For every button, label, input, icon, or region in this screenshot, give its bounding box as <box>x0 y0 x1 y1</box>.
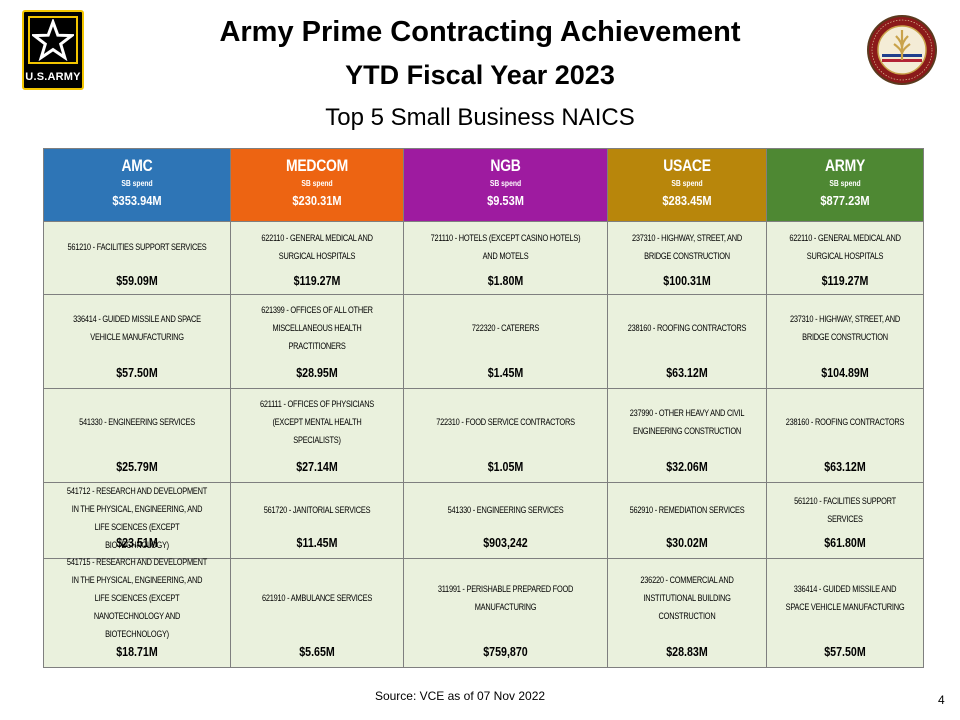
table-row: 336414 - GUIDED MISSILE AND SPACE VEHICL… <box>43 294 924 389</box>
table-cell: 238160 - ROOFING CONTRACTORS $63.12M <box>607 294 767 389</box>
column-header-ngb: NGB SB spend $9.53M <box>403 148 608 222</box>
column-header-usace: USACE SB spend $283.45M <box>607 148 767 222</box>
page-number: 4 <box>938 693 945 707</box>
table-cell: 236220 - COMMERCIAL AND INSTITUTIONAL BU… <box>607 558 767 668</box>
column-header-army: ARMY SB spend $877.23M <box>766 148 924 222</box>
column-header-medcom: MEDCOM SB spend $230.31M <box>230 148 404 222</box>
source-note: Source: VCE as of 07 Nov 2022 <box>374 689 546 703</box>
table-row: 561210 - FACILITIES SUPPORT SERVICES $59.… <box>43 221 924 295</box>
page-title-fiscal-year: YTD Fiscal Year 2023 <box>345 60 615 90</box>
table-cell: 541712 - RESEARCH AND DEVELOPMENT IN THE… <box>43 482 231 559</box>
column-header-amc: AMC SB spend $353.94M <box>43 148 231 222</box>
naics-table: AMC SB spend $353.94M MEDCOM SB spend $2… <box>43 148 924 668</box>
table-row: 541715 - RESEARCH AND DEVELOPMENT IN THE… <box>43 557 924 668</box>
table-cell: 336414 - GUIDED MISSILE AND SPACE VEHICL… <box>766 558 924 668</box>
table-cell: 541715 - RESEARCH AND DEVELOPMENT IN THE… <box>43 557 231 668</box>
us-army-logo: U.S.ARMY <box>22 10 84 90</box>
page-subtitle: Top 5 Small Business NAICS <box>325 104 635 131</box>
small-business-seal-icon <box>867 15 937 85</box>
table-cell: 237310 - HIGHWAY, STREET, AND BRIDGE CON… <box>766 294 924 389</box>
table-cell: 238160 - ROOFING CONTRACTORS $63.12M <box>766 388 924 483</box>
table-cell: 622110 - GENERAL MEDICAL AND SURGICAL HO… <box>230 221 404 295</box>
table-cell: 721110 - HOTELS (EXCEPT CASINO HOTELS) A… <box>403 221 608 295</box>
table-cell: 622110 - GENERAL MEDICAL AND SURGICAL HO… <box>766 221 924 295</box>
table-cell: 237990 - OTHER HEAVY AND CIVIL ENGINEERI… <box>607 388 767 483</box>
table-row: 541712 - RESEARCH AND DEVELOPMENT IN THE… <box>43 482 924 559</box>
table-header-row: AMC SB spend $353.94M MEDCOM SB spend $2… <box>43 148 924 222</box>
table-cell: 336414 - GUIDED MISSILE AND SPACE VEHICL… <box>43 294 231 389</box>
table-cell: 621111 - OFFICES OF PHYSICIANS (EXCEPT M… <box>230 388 404 483</box>
table-cell: 311991 - PERISHABLE PREPARED FOOD MANUFA… <box>403 558 608 668</box>
table-cell: 561720 - JANITORIAL SERVICES $11.45M <box>230 482 404 559</box>
army-logo-text: U.S.ARMY <box>25 71 81 83</box>
table-cell: 621399 - OFFICES OF ALL OTHER MISCELLANE… <box>230 294 404 389</box>
table-cell: 561210 - FACILITIES SUPPORT SERVICES $59.… <box>43 221 231 295</box>
page-title: Army Prime Contracting Achievement <box>219 16 741 48</box>
table-cell: 621910 - AMBULANCE SERVICES $5.65M <box>230 558 404 668</box>
star-icon <box>28 16 78 64</box>
table-cell: 562910 - REMEDIATION SERVICES $30.02M <box>607 482 767 559</box>
table-cell: 541330 - ENGINEERING SERVICES $25.79M <box>43 388 231 483</box>
table-cell: 722320 - CATERERS $1.45M <box>403 294 608 389</box>
table-cell: 561210 - FACILITIES SUPPORT SERVICES $61.… <box>766 482 924 559</box>
table-cell: 541330 - ENGINEERING SERVICES $903,242 <box>403 482 608 559</box>
table-row: 541330 - ENGINEERING SERVICES $25.79M 621… <box>43 388 924 483</box>
table-cell: 722310 - FOOD SERVICE CONTRACTORS $1.05M <box>403 388 608 483</box>
table-cell: 237310 - HIGHWAY, STREET, AND BRIDGE CON… <box>607 221 767 295</box>
